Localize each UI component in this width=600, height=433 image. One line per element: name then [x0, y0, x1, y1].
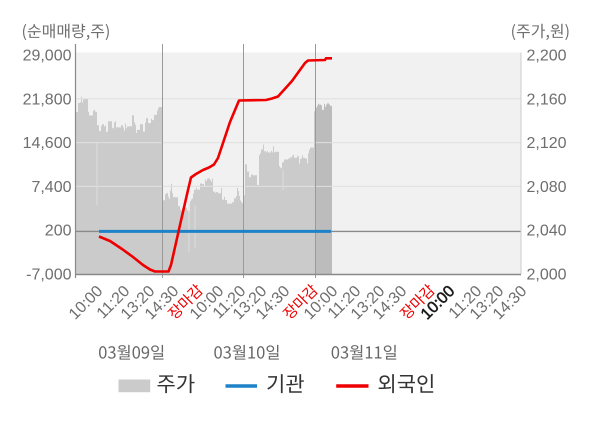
svg-text:21,800: 21,800	[23, 91, 72, 108]
svg-text:2,160: 2,160	[527, 91, 567, 108]
svg-text:2,200: 2,200	[527, 48, 567, 65]
svg-text:200: 200	[45, 223, 72, 240]
svg-text:7,400: 7,400	[31, 179, 71, 196]
svg-text:2,000: 2,000	[527, 267, 567, 284]
svg-text:29,000: 29,000	[23, 48, 72, 65]
svg-text:14,600: 14,600	[23, 135, 72, 152]
svg-text:2,040: 2,040	[527, 223, 567, 240]
svg-text:2,120: 2,120	[527, 135, 567, 152]
svg-text:-7,000: -7,000	[26, 267, 71, 284]
svg-text:2,080: 2,080	[527, 179, 567, 196]
